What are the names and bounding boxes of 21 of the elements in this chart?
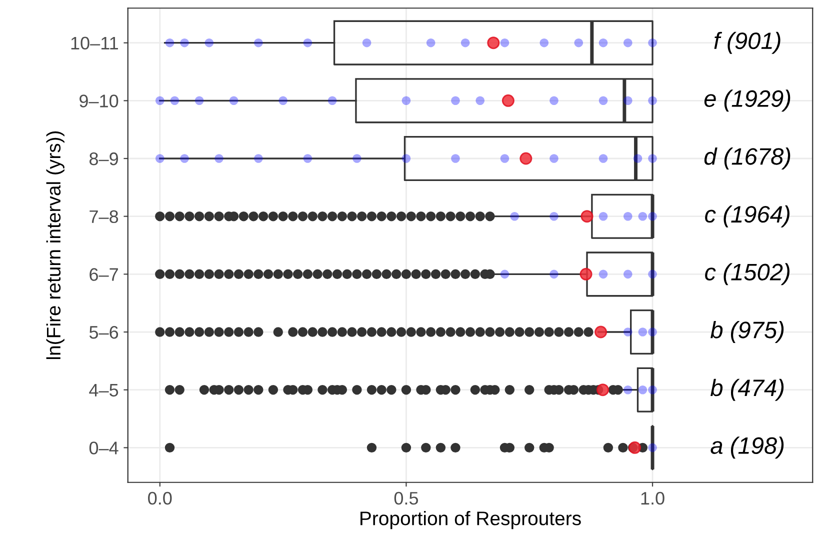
annotation: f (901) [714, 32, 780, 54]
y-tick-label: 5–6 [89, 326, 118, 339]
annotation: b (474) [710, 378, 784, 401]
annotation: a (198) [710, 436, 784, 459]
x-axis-title: Proportion of Resprouters [360, 511, 581, 530]
y-tick-label: 4–5 [89, 384, 118, 397]
x-tick-label: 1.0 [641, 492, 664, 505]
annotation: e (1929) [704, 90, 790, 112]
x-tick-label: 0.0 [148, 492, 172, 505]
y-tick-label: 0–4 [89, 442, 118, 454]
annotation: d (1678) [704, 147, 790, 170]
y-tick-label: 6–7 [90, 268, 118, 281]
y-tick-label: 7–8 [90, 210, 118, 224]
x-tick-label: 0.5 [394, 492, 418, 505]
y-tick-label: 10–11 [71, 36, 118, 50]
annotation: b (975) [710, 321, 784, 343]
annotation: c (1502) [705, 263, 790, 286]
annotation: c (1964) [705, 205, 790, 228]
y-tick-label: 9–10 [80, 94, 118, 108]
y-tick-label: 8–9 [90, 152, 118, 166]
y-axis-title: ln(Fire return interval (yrs)) [46, 131, 64, 359]
